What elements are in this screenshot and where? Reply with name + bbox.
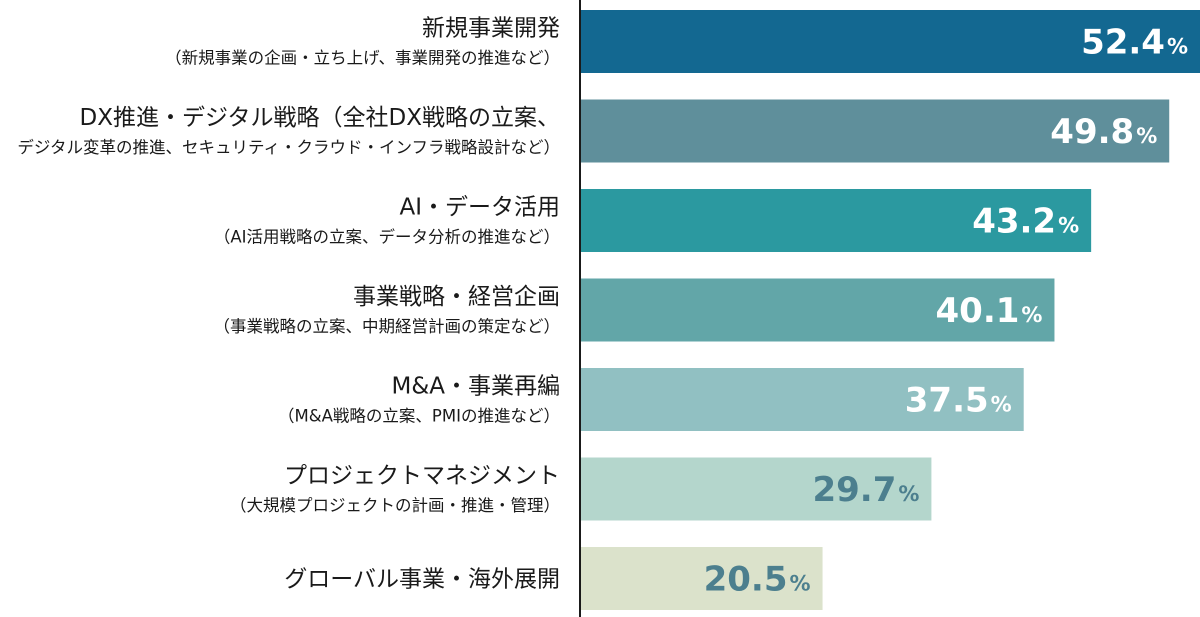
category-label-3: 事業戦略・経営企画 [353,284,560,310]
bar-6 [580,547,823,610]
bar-1 [580,99,1170,163]
value-number: 52.4 [1081,23,1165,63]
value-unit: % [1167,35,1188,59]
value-label-1: 49.8% [1050,112,1157,152]
value-unit: % [1136,124,1157,148]
category-sublabel-4: （M&A戦略の立案、PMIの推進など） [278,407,560,426]
category-sublabel-3: （事業戦略の立案、中期経営計画の策定など） [214,317,561,336]
value-label-2: 43.2% [972,202,1079,242]
bar-5 [580,457,932,521]
category-label-4: M&A・事業再編 [391,374,560,400]
category-label-1: DX推進・デジタル戦略（全社DX戦略の立案、 [80,105,560,131]
bar-0 [580,10,1200,73]
category-label-5: プロジェクトマネジメント [284,463,560,489]
value-number: 49.8 [1050,112,1134,152]
category-sublabel-5: （大規模プロジェクトの計画・推進・管理） [230,496,560,515]
value-label-5: 29.7% [812,470,919,510]
value-unit: % [790,572,811,596]
value-number: 43.2 [972,202,1056,242]
value-unit: % [1058,214,1079,238]
bar-4 [580,368,1024,431]
category-sublabel-1: デジタル変革の推進、セキュリティ・クラウド・インフラ戦略設計など） [17,137,560,157]
value-label-4: 37.5% [905,381,1012,421]
value-labels: 52.4%49.8%43.2%40.1%37.5%29.7%20.5% [704,23,1188,600]
bar-3 [580,278,1055,342]
bars-layer [580,10,1200,610]
value-unit: % [1021,303,1042,327]
value-number: 29.7 [812,470,896,510]
category-labels: 新規事業開発 （新規事業の企画・立ち上げ、事業開発の推進など） DX推進・デジタル戦… [17,16,560,593]
value-unit: % [991,393,1012,417]
category-sublabel-0: （新規事業の企画・立ち上げ、事業開発の推進など） [165,49,560,68]
bar-2 [580,189,1092,252]
category-sublabel-2: （AI活用戦略の立案、データ分析の推進など） [214,227,560,247]
category-label-6: グローバル事業・海外展開 [284,567,560,593]
category-label-2: AI・データ活用 [399,195,560,221]
value-number: 40.1 [936,291,1020,331]
value-label-3: 40.1% [936,291,1043,331]
value-number: 20.5 [704,560,788,600]
value-label-0: 52.4% [1081,23,1188,63]
value-number: 37.5 [905,381,989,421]
category-label-0: 新規事業開発 [422,16,560,42]
value-label-6: 20.5% [704,560,811,600]
value-unit: % [898,482,919,506]
